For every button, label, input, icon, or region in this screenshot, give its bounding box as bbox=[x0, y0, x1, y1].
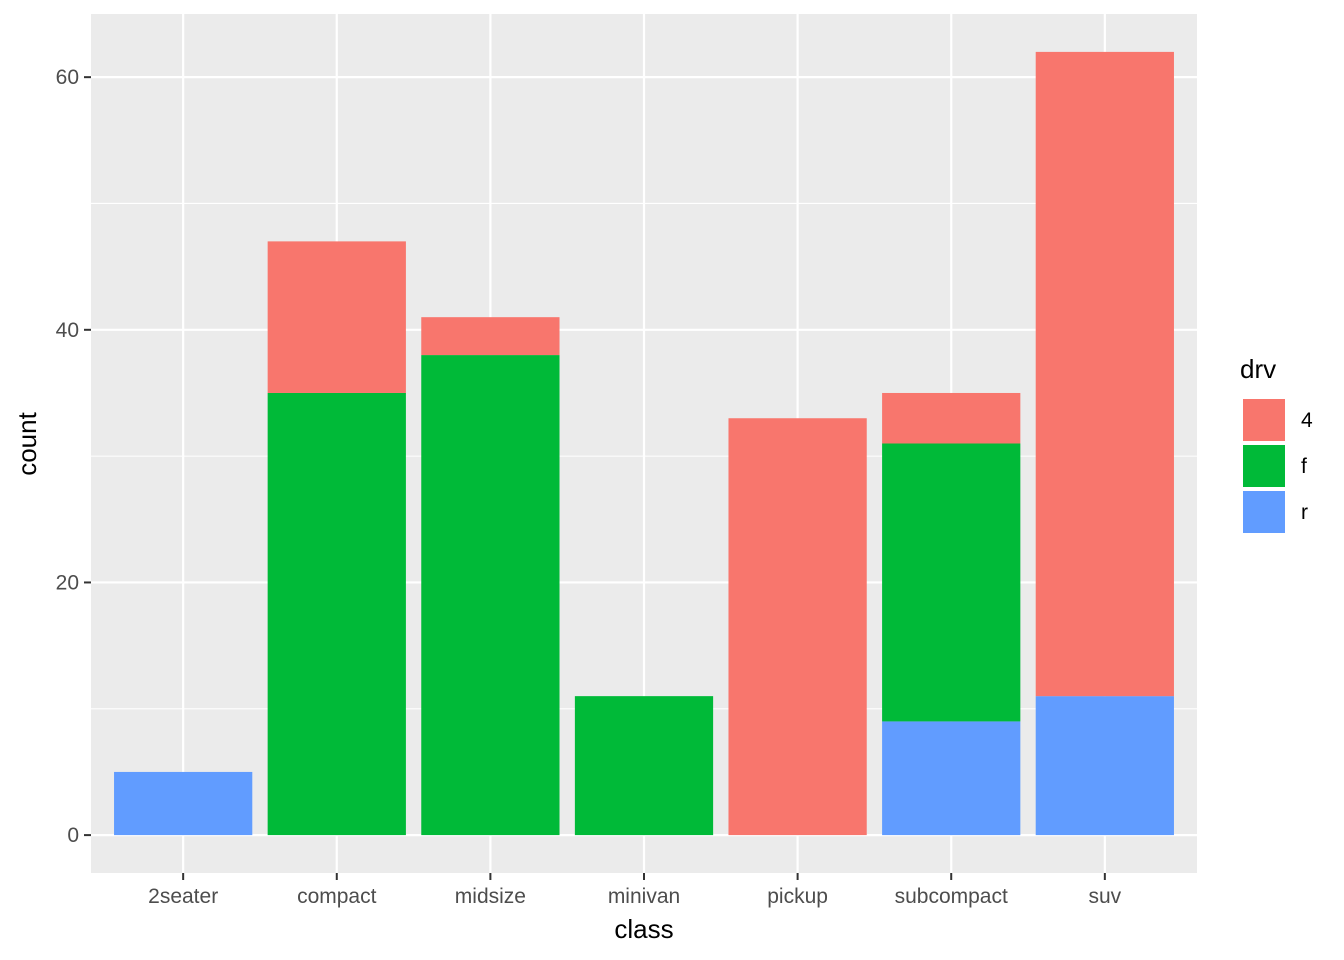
legend-label-4: 4 bbox=[1301, 409, 1313, 432]
y-tick-label: 40 bbox=[56, 319, 79, 342]
x-tick-label: pickup bbox=[767, 885, 828, 908]
bar-segment-subcompact-4 bbox=[882, 392, 1021, 444]
bar-segment-compact-4 bbox=[267, 241, 406, 393]
y-tick-label: 60 bbox=[56, 66, 79, 89]
bar-segment-midsize-4 bbox=[421, 317, 560, 356]
y-tick-label: 20 bbox=[56, 571, 79, 594]
bar-segment-subcompact-r bbox=[882, 721, 1021, 836]
bars-layer bbox=[114, 51, 1174, 836]
x-tick-label: minivan bbox=[608, 885, 680, 908]
legend: drv 4 fr bbox=[1240, 354, 1313, 535]
x-axis-title: class bbox=[614, 914, 673, 944]
legend-label-f: f bbox=[1301, 455, 1307, 478]
legend-key-4 bbox=[1241, 397, 1287, 443]
y-axis: 0 20 40 60 bbox=[56, 66, 91, 847]
x-tick-label: subcompact bbox=[895, 885, 1008, 908]
legend-key-r bbox=[1241, 489, 1287, 535]
bar-segment-suv-4 bbox=[1035, 51, 1174, 697]
x-tick-label: compact bbox=[297, 885, 377, 908]
bar-segment-suv-r bbox=[1035, 696, 1174, 836]
legend-title: drv bbox=[1240, 354, 1276, 384]
bar-segment-midsize-f bbox=[421, 355, 560, 836]
legend-label-r: r bbox=[1301, 501, 1308, 524]
x-axis: 2seater compact midsize minivan pickup subcom… bbox=[148, 873, 1122, 908]
bar-segment-compact-f bbox=[267, 392, 406, 836]
y-tick-label: 0 bbox=[67, 824, 79, 847]
bar-segment-minivan-f bbox=[574, 696, 714, 836]
x-tick-label: midsize bbox=[455, 885, 526, 908]
x-tick-label: suv bbox=[1088, 885, 1121, 908]
bar-segment-pickup-4 bbox=[728, 418, 867, 836]
bar-segment-2seater-r bbox=[114, 771, 253, 836]
legend-key-f bbox=[1241, 443, 1287, 489]
x-tick-label: 2seater bbox=[148, 885, 218, 908]
bar-segment-subcompact-f bbox=[882, 443, 1021, 722]
y-axis-title: count bbox=[12, 411, 42, 475]
